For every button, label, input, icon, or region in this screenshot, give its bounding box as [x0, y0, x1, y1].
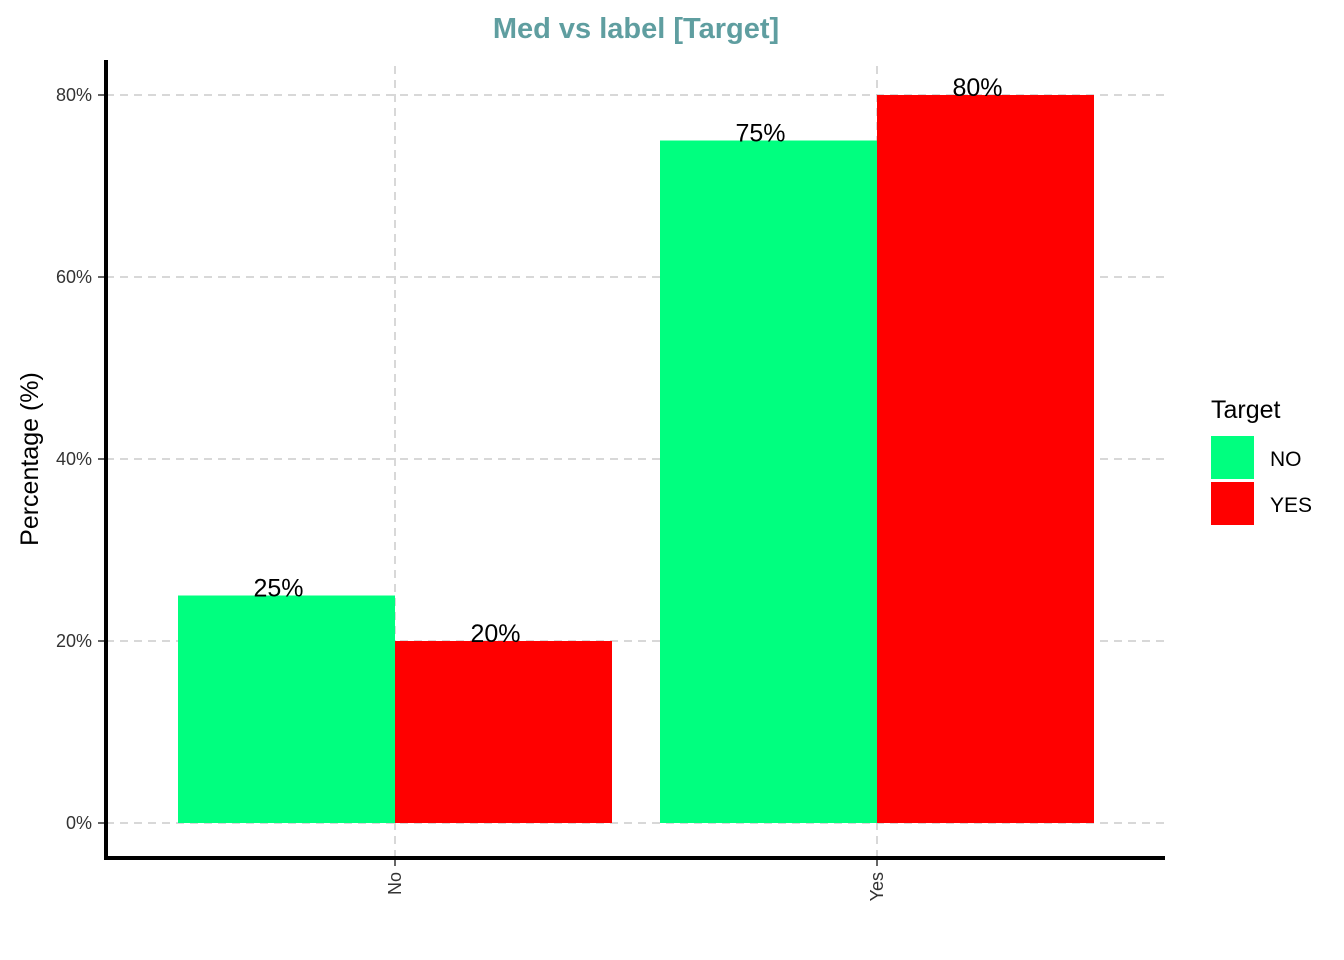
data-label: 75%: [735, 120, 785, 148]
y-tick-label: 20%: [56, 631, 92, 651]
legend-swatch-yes: [1211, 482, 1254, 525]
data-labels-layer: 25% 20% 75% 80%: [253, 74, 1002, 648]
x-axis-ticks: No Yes: [385, 860, 887, 901]
x-tick-label: Yes: [867, 872, 887, 901]
legend-title: Target: [1211, 396, 1281, 424]
y-tick-label: 60%: [56, 267, 92, 287]
data-label: 80%: [952, 74, 1002, 102]
bar-yes-no: [660, 140, 877, 823]
chart-title: Med vs label [Target]: [493, 13, 779, 45]
y-axis-ticks: 0% 20% 40% 60% 80%: [56, 85, 104, 833]
x-tick-label: No: [385, 872, 405, 895]
bar-no-no: [178, 595, 395, 823]
legend-swatch-no: [1211, 436, 1254, 479]
data-label: 20%: [470, 620, 520, 648]
legend-label: YES: [1270, 494, 1312, 517]
y-axis-label: Percentage (%): [16, 372, 44, 546]
bars-layer: [178, 95, 1094, 823]
axes-layer: [104, 60, 1165, 860]
bar-no-yes: [395, 641, 612, 823]
data-label: 25%: [253, 575, 303, 603]
legend: Target NO YES: [1211, 396, 1312, 525]
y-tick-label: 80%: [56, 85, 92, 105]
y-tick-label: 0%: [66, 813, 92, 833]
y-tick-label: 40%: [56, 449, 92, 469]
bar-yes-yes: [877, 95, 1094, 823]
legend-label: NO: [1270, 448, 1302, 471]
